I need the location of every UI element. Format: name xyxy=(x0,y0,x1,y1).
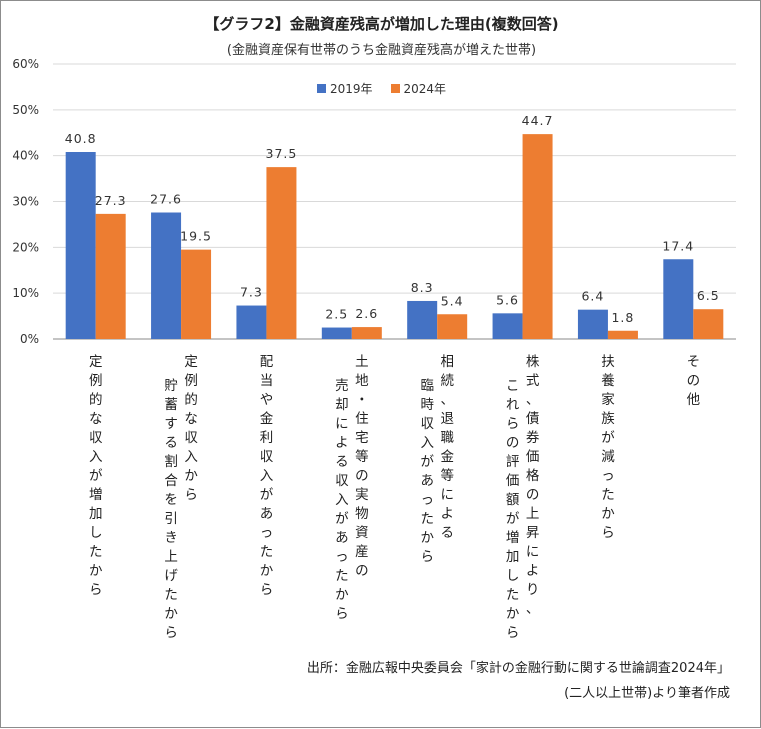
data-label: 2.6 xyxy=(355,306,378,321)
bar-2019 xyxy=(407,300,438,339)
legend-item-2024: 2024年 xyxy=(390,80,447,97)
bar-2024 xyxy=(522,134,553,339)
bar-2019 xyxy=(321,327,352,339)
data-label: 19.5 xyxy=(180,229,212,244)
x-category-label-column: 相続、退職金等による xyxy=(440,354,454,541)
data-label: 44.7 xyxy=(522,113,554,128)
data-label: 1.8 xyxy=(611,310,634,325)
data-label: 17.4 xyxy=(662,238,694,253)
data-label: 27.6 xyxy=(150,192,182,207)
bar-2019 xyxy=(492,313,523,339)
bar-2024 xyxy=(693,309,724,339)
data-label: 5.4 xyxy=(441,293,464,308)
data-label: 6.5 xyxy=(697,288,720,303)
x-category-label-column: 定例的な収入が増加したから xyxy=(88,354,103,598)
bar-2024 xyxy=(437,314,468,339)
data-label: 2.5 xyxy=(325,307,348,322)
chart-subtitle: (金融資産保有世帯のうち金融資産残高が増えた世帯) xyxy=(226,43,537,58)
legend: 2019年 2024年 xyxy=(1,80,761,97)
bar-2019 xyxy=(577,309,608,339)
y-tick-label: 60% xyxy=(12,57,39,71)
y-tick-label: 50% xyxy=(12,103,39,117)
x-category-label-column: 定例的な収入から xyxy=(184,354,198,503)
source-line-1: 出所：金融広報中央委員会「家計の金融行動に関する世論調査2024年」 xyxy=(306,661,730,676)
y-tick-label: 30% xyxy=(12,195,39,209)
data-label: 27.3 xyxy=(95,193,127,208)
data-label: 5.6 xyxy=(496,292,519,307)
x-category-label-column: 株式、債券価格の上昇により、 xyxy=(525,354,540,617)
data-label: 8.3 xyxy=(411,280,434,295)
data-label: 7.3 xyxy=(240,285,263,300)
x-category-label-column: 売却による収入があったから xyxy=(335,378,349,622)
chart-title: 【グラフ2】金融資産残高が増加した理由(複数回答) xyxy=(204,15,559,33)
bar-2019 xyxy=(65,152,96,339)
legend-swatch-2019 xyxy=(316,84,326,93)
source-line-2: (二人以上世帯)より筆者作成 xyxy=(564,686,730,701)
legend-label-2019: 2019年 xyxy=(329,82,373,96)
legend-label-2024: 2024年 xyxy=(403,82,447,96)
x-category-label-column: 扶養家族が減ったから xyxy=(601,354,615,541)
x-category-label-column: 配当や金利収入があったから xyxy=(259,354,274,598)
bar-2024 xyxy=(351,327,382,339)
legend-item-2019: 2019年 xyxy=(316,80,373,97)
y-tick-label: 0% xyxy=(20,332,39,346)
y-tick-label: 40% xyxy=(12,149,39,163)
data-label: 40.8 xyxy=(65,131,97,146)
bar-2019 xyxy=(151,212,182,339)
bar-2024 xyxy=(607,330,638,339)
bar-2019 xyxy=(236,305,267,339)
bar-2019 xyxy=(663,259,694,339)
x-category-label-column: その他 xyxy=(686,354,701,408)
x-category-label-column: 土地・住宅等の実物資産の xyxy=(355,354,369,579)
x-category-label-column: これらの評価額が増加したから xyxy=(505,378,520,641)
y-tick-label: 20% xyxy=(12,240,39,254)
legend-swatch-2024 xyxy=(390,84,400,93)
x-category-label-column: 貯蓄する割合を引き上げたから xyxy=(164,378,178,641)
bar-2024 xyxy=(95,213,126,339)
x-category-label-column: 臨時収入があったから xyxy=(420,378,434,565)
y-tick-label: 10% xyxy=(12,286,39,300)
data-label: 37.5 xyxy=(266,146,298,161)
bar-2024 xyxy=(181,249,212,339)
bar-2024 xyxy=(266,167,297,339)
data-label: 6.4 xyxy=(581,289,604,304)
